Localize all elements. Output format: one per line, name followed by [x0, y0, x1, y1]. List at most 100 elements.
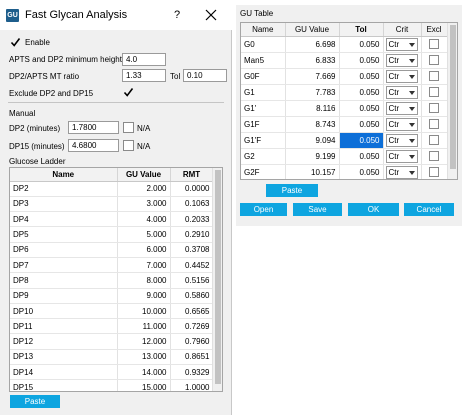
ladder-rmt-cell[interactable]: 0.4452	[170, 257, 214, 274]
excl-checkbox[interactable]	[429, 135, 439, 145]
table-row[interactable]: DP6 6.000 0.3708	[10, 242, 214, 258]
ladder-gu-value-cell[interactable]: 12.000	[117, 333, 171, 350]
ladder-gu-value-cell[interactable]: 4.000	[117, 211, 171, 228]
crit-dropdown[interactable]: Ctr	[385, 149, 418, 163]
gu-name-cell[interactable]: G2	[241, 148, 286, 165]
ladder-gu-value-cell[interactable]: 9.000	[117, 288, 171, 304]
ok-button[interactable]: OK	[348, 203, 399, 216]
table-row[interactable]: DP9 9.000 0.5860	[10, 288, 214, 304]
gu-tol-cell[interactable]: 0.050	[339, 132, 384, 149]
scrollbar-thumb[interactable]	[450, 25, 456, 169]
ladder-rmt-cell[interactable]: 0.1063	[170, 196, 214, 213]
table-row[interactable]: DP7 7.000 0.4452	[10, 257, 214, 274]
table-row[interactable]: DP13 13.000 0.8651	[10, 349, 214, 366]
table-row[interactable]: DP15 15.000 1.0000	[10, 379, 214, 391]
ladder-gu-value-cell[interactable]: 3.000	[117, 196, 171, 213]
close-button[interactable]	[203, 7, 219, 23]
column-header-name[interactable]: Name	[241, 23, 286, 37]
gu-table-vertical-scrollbar[interactable]	[447, 23, 457, 179]
table-row[interactable]: DP12 12.000 0.7960	[10, 333, 214, 350]
excl-checkbox[interactable]	[429, 103, 439, 113]
open-button[interactable]: Open	[240, 203, 287, 216]
column-header-gu-value[interactable]: GU Value	[117, 168, 171, 182]
table-row[interactable]: Man5 6.833 0.050 Ctr	[241, 52, 448, 69]
ladder-name-cell[interactable]: DP9	[10, 288, 118, 304]
gu-name-cell[interactable]: G0F	[241, 68, 286, 85]
exclude-dp2-dp15-checkbox[interactable]	[122, 87, 134, 98]
ladder-rmt-cell[interactable]: 0.2910	[170, 226, 214, 243]
ladder-rmt-cell[interactable]: 0.5156	[170, 272, 214, 289]
enable-checkbox[interactable]	[9, 37, 21, 48]
excl-checkbox[interactable]	[429, 71, 439, 81]
crit-dropdown[interactable]: Ctr	[385, 69, 418, 83]
ladder-name-cell[interactable]: DP4	[10, 211, 118, 228]
ladder-name-cell[interactable]: DP10	[10, 303, 118, 320]
crit-dropdown[interactable]: Ctr	[385, 53, 418, 67]
ladder-gu-value-cell[interactable]: 8.000	[117, 272, 171, 289]
crit-dropdown[interactable]: Ctr	[385, 85, 418, 99]
crit-dropdown[interactable]: Ctr	[385, 101, 418, 115]
table-row[interactable]: G0F 7.669 0.050 Ctr	[241, 68, 448, 85]
table-row[interactable]: DP5 5.000 0.2910	[10, 226, 214, 243]
gu-name-cell[interactable]: G1'F	[241, 132, 286, 149]
gu-tol-cell[interactable]: 0.050	[339, 68, 384, 85]
mt-ratio-input[interactable]: 1.33	[122, 69, 166, 82]
table-row[interactable]: DP11 11.000 0.7269	[10, 318, 214, 335]
ladder-gu-value-cell[interactable]: 13.000	[117, 349, 171, 366]
gu-name-cell[interactable]: G1'	[241, 100, 286, 117]
table-row[interactable]: G1 7.783 0.050 Ctr	[241, 84, 448, 101]
table-row[interactable]: G2F 10.157 0.050 Ctr	[241, 164, 448, 179]
crit-dropdown[interactable]: Ctr	[385, 165, 418, 179]
ladder-paste-button[interactable]: Paste	[10, 395, 60, 408]
ladder-rmt-cell[interactable]: 1.0000	[170, 379, 214, 391]
excl-checkbox[interactable]	[429, 119, 439, 129]
gu-value-cell[interactable]: 7.669	[285, 68, 340, 85]
table-row[interactable]: DP8 8.000 0.5156	[10, 272, 214, 289]
gu-name-cell[interactable]: G2F	[241, 164, 286, 179]
ladder-gu-value-cell[interactable]: 14.000	[117, 364, 171, 381]
gu-tol-cell[interactable]: 0.050	[339, 52, 384, 69]
apts-dp2-min-height-input[interactable]: 4.0	[122, 53, 166, 66]
gu-value-cell[interactable]: 10.157	[285, 164, 340, 179]
ladder-name-cell[interactable]: DP5	[10, 226, 118, 243]
help-button[interactable]: ?	[173, 9, 181, 21]
gu-name-cell[interactable]: G1F	[241, 116, 286, 133]
ladder-name-cell[interactable]: DP2	[10, 181, 118, 197]
column-header-excl[interactable]: Excl	[421, 23, 448, 37]
excl-checkbox[interactable]	[429, 87, 439, 97]
column-header-name[interactable]: Name	[10, 168, 118, 182]
dp15-na-checkbox[interactable]	[123, 140, 134, 151]
crit-dropdown[interactable]: Ctr	[385, 37, 418, 51]
dp15-minutes-input[interactable]: 4.6800	[68, 139, 119, 152]
ladder-name-cell[interactable]: DP11	[10, 318, 118, 335]
table-row[interactable]: DP2 2.000 0.0000	[10, 181, 214, 197]
crit-dropdown[interactable]: Ctr	[385, 117, 418, 131]
ladder-name-cell[interactable]: DP8	[10, 272, 118, 289]
ladder-rmt-cell[interactable]: 0.3708	[170, 242, 214, 258]
gu-value-cell[interactable]: 7.783	[285, 84, 340, 101]
gu-value-cell[interactable]: 6.698	[285, 36, 340, 53]
table-row[interactable]: G1F 8.743 0.050 Ctr	[241, 116, 448, 133]
gu-paste-button[interactable]: Paste	[266, 184, 318, 197]
gu-value-cell[interactable]: 9.094	[285, 132, 340, 149]
gu-tol-cell[interactable]: 0.050	[339, 84, 384, 101]
ladder-name-cell[interactable]: DP14	[10, 364, 118, 381]
gu-name-cell[interactable]: G1	[241, 84, 286, 101]
ladder-rmt-cell[interactable]: 0.5860	[170, 288, 214, 304]
ladder-name-cell[interactable]: DP15	[10, 379, 118, 391]
ladder-rmt-cell[interactable]: 0.8651	[170, 349, 214, 366]
table-row[interactable]: DP4 4.000 0.2033	[10, 211, 214, 228]
gu-name-cell[interactable]: Man5	[241, 52, 286, 69]
ladder-rmt-cell[interactable]: 0.2033	[170, 211, 214, 228]
excl-checkbox[interactable]	[429, 167, 439, 177]
cancel-button[interactable]: Cancel	[404, 203, 454, 216]
ladder-name-cell[interactable]: DP13	[10, 349, 118, 366]
gu-name-cell[interactable]: G0	[241, 36, 286, 53]
table-row[interactable]: G2 9.199 0.050 Ctr	[241, 148, 448, 165]
ladder-name-cell[interactable]: DP7	[10, 257, 118, 274]
tol-input[interactable]: 0.10	[183, 69, 227, 82]
ladder-gu-value-cell[interactable]: 11.000	[117, 318, 171, 335]
ladder-name-cell[interactable]: DP6	[10, 242, 118, 258]
excl-checkbox[interactable]	[429, 55, 439, 65]
column-header-tol[interactable]: Tol	[339, 23, 384, 37]
